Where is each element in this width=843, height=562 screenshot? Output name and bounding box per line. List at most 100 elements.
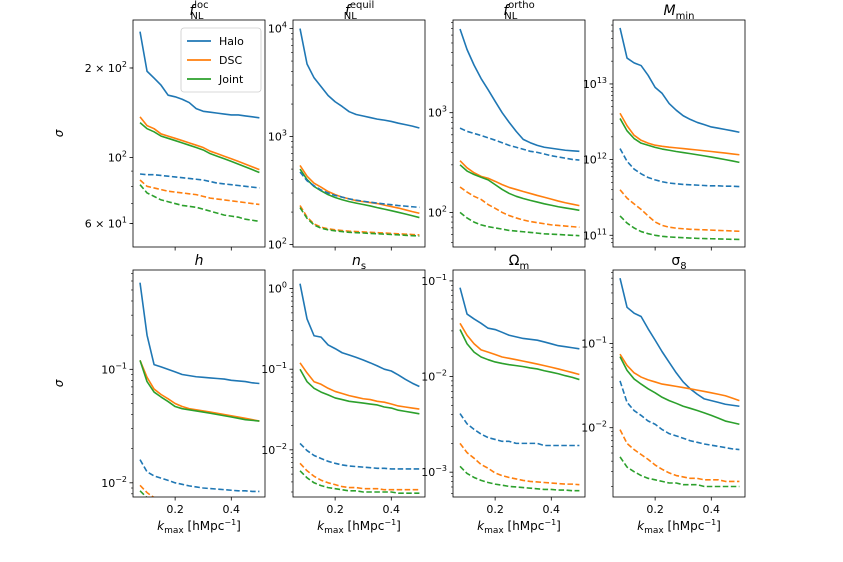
series-line-joint-dashed xyxy=(139,490,148,497)
series-line-joint-solid xyxy=(299,168,420,219)
series-line-dsc-dashed xyxy=(459,186,580,229)
axes-frame xyxy=(612,19,746,248)
series-line-joint-solid xyxy=(619,356,740,425)
panel-mmin: 1011 1012 1013 Mmin xyxy=(583,3,746,251)
y-tick-label: 103 xyxy=(268,129,287,144)
series-line-joint-solid xyxy=(299,368,420,415)
series-line-joint-dashed xyxy=(299,470,420,494)
series-line-halo-solid xyxy=(139,282,260,385)
x-tick-label: 0.4 xyxy=(383,503,401,516)
y-tick-label: 10−2 xyxy=(421,369,447,384)
series-line-dsc-dashed xyxy=(459,442,580,486)
series-line-halo-solid xyxy=(139,31,260,119)
y-tick-label: 10−1 xyxy=(101,361,127,376)
series-line-dsc-dashed xyxy=(299,205,420,236)
series-line-dsc-dashed xyxy=(139,179,260,206)
axes-frame xyxy=(132,269,266,498)
y-tick-label: 10−1 xyxy=(261,361,287,376)
y-tick-label: 100 xyxy=(268,281,287,296)
legend-label-dsc: DSC xyxy=(219,54,242,67)
panel-omega_m: 10−3 10−2 10−1 0.2 0.4 Ωm kmax [hMpc−1] xyxy=(421,253,586,536)
y-tick-label: 10−2 xyxy=(581,420,607,435)
y-tick-label: 103 xyxy=(428,105,447,120)
series-line-joint-dashed xyxy=(299,207,420,237)
series-line-halo-solid xyxy=(299,283,420,388)
x-tick-label: 0.2 xyxy=(486,503,504,516)
y-tick-label: 10−1 xyxy=(581,336,607,351)
series-line-dsc-solid xyxy=(619,112,740,156)
series-line-dsc-solid xyxy=(459,322,580,376)
series-line-halo-dashed xyxy=(139,173,260,189)
y-tick-label: 2 × 102 xyxy=(85,60,127,75)
y-axis-label: σ xyxy=(52,129,66,137)
series-line-dsc-solid xyxy=(299,362,420,410)
panel-fnl_equil: 102 103 104 fequil NL xyxy=(268,0,426,252)
y-tick-label: 1012 xyxy=(583,152,607,167)
series-line-dsc-solid xyxy=(459,160,580,207)
x-tick-label: 0.4 xyxy=(703,503,721,516)
x-axis-label: kmax [hMpc−1] xyxy=(477,518,561,536)
x-axis-label: kmax [hMpc−1] xyxy=(317,518,401,536)
series-line-halo-dashed xyxy=(299,171,420,209)
axes-frame xyxy=(612,269,746,498)
panel-fnl_ortho: 102 103 fortho NL xyxy=(428,0,586,251)
series-line-joint-solid xyxy=(619,118,740,164)
y-tick-label: 102 xyxy=(268,237,287,252)
panel-title: Ωm xyxy=(509,253,529,272)
series-line-joint-dashed xyxy=(459,211,580,237)
series-line-halo-dashed xyxy=(619,380,740,451)
y-tick-label: 10−2 xyxy=(261,442,287,457)
series-line-halo-dashed xyxy=(459,127,580,161)
series-line-halo-dashed xyxy=(299,442,420,470)
panel-h: 10−2 10−1 0.2 0.4 h σ kmax [hMpc−1] xyxy=(52,253,266,536)
panel-fnl_loc: 6 × 101 102 2 × 102 floc NL σ Halo DSC Joint xyxy=(52,0,266,251)
series-line-joint-solid xyxy=(139,122,260,174)
series-line-halo-dashed xyxy=(619,148,740,188)
axes-frame xyxy=(292,269,426,498)
series-line-halo-solid xyxy=(619,277,740,408)
panel-title: floc NL xyxy=(189,0,208,22)
y-tick-label: 6 × 101 xyxy=(85,215,127,230)
series-line-joint-dashed xyxy=(139,184,260,223)
axes-frame xyxy=(452,269,586,498)
y-tick-label: 1011 xyxy=(583,227,607,242)
y-tick-label: 10−2 xyxy=(101,475,127,490)
series-line-dsc-solid xyxy=(139,360,260,422)
x-axis-label: kmax [hMpc−1] xyxy=(637,518,721,536)
legend-box xyxy=(180,27,262,93)
panel-sigma8: 10−2 10−1 0.2 0.4 σ8 kmax [hMpc−1] xyxy=(581,253,746,536)
series-line-joint-solid xyxy=(459,329,580,381)
y-tick-label: 104 xyxy=(268,21,287,36)
y-tick-label: 102 xyxy=(108,149,127,164)
panel-title: h xyxy=(195,253,204,269)
series-line-halo-solid xyxy=(459,28,580,153)
series-line-joint-solid xyxy=(459,164,580,212)
x-tick-label: 0.2 xyxy=(646,503,664,516)
legend: Halo DSC Joint xyxy=(180,27,262,93)
x-tick-label: 0.4 xyxy=(223,503,241,516)
axes-frame xyxy=(452,19,586,248)
series-line-halo-dashed xyxy=(139,459,260,493)
x-tick-label: 0.2 xyxy=(326,503,344,516)
legend-label-halo: Halo xyxy=(219,35,244,48)
legend-label-joint: Joint xyxy=(218,73,244,86)
y-tick-label: 10−1 xyxy=(421,273,447,288)
panel-ns: 10−2 10−1 100 0.2 0.4 ns kmax [hMpc−1] xyxy=(261,253,426,536)
series-line-halo-dashed xyxy=(459,413,580,447)
series-line-dsc-dashed xyxy=(139,484,155,497)
series-line-dsc-dashed xyxy=(299,462,420,491)
y-tick-label: 10−3 xyxy=(421,464,447,479)
series-line-dsc-dashed xyxy=(619,189,740,233)
x-tick-label: 0.2 xyxy=(166,503,184,516)
series-line-dsc-solid xyxy=(139,116,260,171)
series-line-halo-solid xyxy=(459,287,580,350)
series-line-halo-solid xyxy=(299,28,420,129)
panel-title: σ8 xyxy=(671,253,686,272)
y-tick-label: 102 xyxy=(428,204,447,219)
series-line-joint-dashed xyxy=(619,456,740,488)
series-line-joint-solid xyxy=(139,360,260,422)
panel-title: ns xyxy=(352,253,366,272)
x-axis-label: kmax [hMpc−1] xyxy=(157,518,241,536)
series-line-dsc-solid xyxy=(619,353,740,402)
